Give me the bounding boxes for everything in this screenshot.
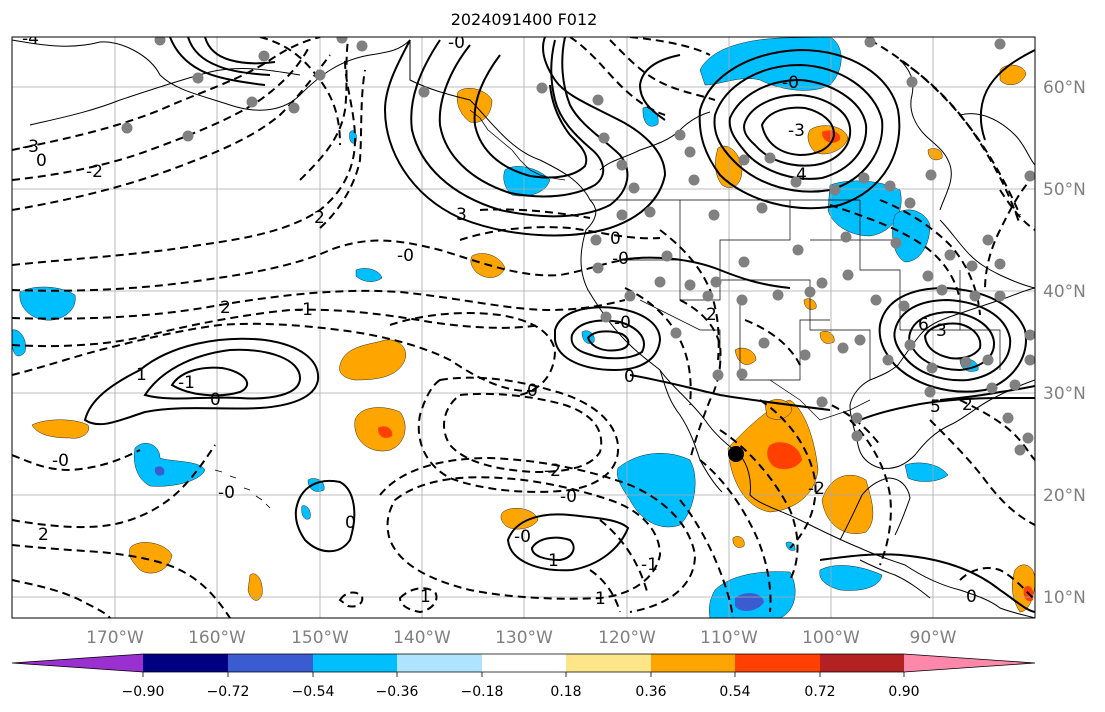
contour-label: -0: [52, 451, 69, 471]
contour-label: 2: [38, 525, 49, 545]
lon-label: 90°W: [910, 628, 957, 648]
contour-label: -0: [614, 313, 631, 333]
lon-label: 120°W: [598, 628, 656, 648]
map-title: 2024091400 F012: [450, 10, 598, 29]
lon-label: 100°W: [802, 628, 860, 648]
colorbar-tick-label: 0.54: [719, 684, 750, 700]
contour-label: -4: [22, 29, 39, 49]
contour-label: -0: [448, 33, 465, 53]
contour-label: 0: [624, 367, 635, 387]
contour-label: 0: [966, 587, 977, 607]
contour-label: 3: [936, 321, 947, 341]
lon-label: 160°W: [188, 628, 246, 648]
contour-label: 0: [345, 513, 356, 533]
contour-label: -2: [86, 162, 103, 182]
colorbar-segment: [397, 654, 482, 672]
contour-label: 5: [930, 397, 941, 417]
colorbar-tick-label: −0.36: [376, 684, 419, 700]
contour-label: 2: [962, 395, 973, 415]
contour-label: -0: [218, 483, 235, 503]
contour-label: 6: [918, 315, 929, 335]
contours-solid: [83, 37, 1035, 613]
colorbar-tick-label: −0.54: [292, 684, 335, 700]
contour-label: 3: [456, 205, 467, 225]
contour-label: 2: [220, 298, 231, 318]
lat-label: 20°N: [1043, 486, 1086, 506]
colorbar-tick-label: −0.90: [122, 684, 165, 700]
contour-labels: -4 -3 0 -2 2 -1 -0 1 -1 0 2 -0 0 1 -0 -1…: [22, 29, 977, 609]
contour-label: 2: [314, 208, 325, 228]
colorbar-extend-low: [12, 654, 143, 672]
lat-label: 30°N: [1043, 384, 1086, 404]
lat-label: 50°N: [1043, 180, 1086, 200]
colorbar-tick-label: 0.72: [804, 684, 835, 700]
latitude-labels: 60°N 50°N 40°N 30°N 20°N 10°N: [1043, 78, 1086, 608]
contour-label: 1: [548, 551, 559, 571]
contour-label: -1: [296, 300, 313, 320]
colorbar-segment: [651, 654, 735, 672]
lat-label: 10°N: [1043, 588, 1086, 608]
contours-dashed: [12, 37, 1035, 618]
contour-label: -0: [612, 249, 629, 269]
contour-label: -3: [788, 121, 805, 141]
contour-label: 0: [36, 151, 47, 171]
contour-label: -2: [544, 461, 561, 481]
colorbar-tick-label: 0.90: [888, 684, 919, 700]
colorbar-segment: [313, 654, 397, 672]
contour-label: -0: [514, 527, 531, 547]
colorbar-segment: [566, 654, 651, 672]
shading-positive: [31, 64, 1035, 613]
colorbar-segment: [735, 654, 820, 672]
contour-label: -0: [560, 487, 577, 507]
station-dots: [121, 37, 1035, 462]
contour-label: 4: [796, 165, 807, 185]
contour-label: -0: [782, 73, 799, 93]
colorbar-tick-label: −0.72: [207, 684, 250, 700]
contour-label: 0: [210, 390, 221, 410]
contour-label: 1: [420, 587, 431, 607]
lat-label: 40°N: [1043, 282, 1086, 302]
contour-label: 0: [610, 229, 621, 249]
contour-label: 1: [595, 589, 606, 609]
contour-label: -2: [808, 479, 825, 499]
colorbar-segment: [228, 654, 313, 672]
colorbar-tick-label: 0.36: [635, 684, 666, 700]
islands: [214, 109, 566, 509]
colorbar-segment: [143, 654, 228, 672]
lon-label: 110°W: [700, 628, 758, 648]
lon-label: 140°W: [393, 628, 451, 648]
lon-label: 150°W: [291, 628, 349, 648]
colorbar-segment: [482, 654, 566, 672]
longitude-labels: 170°W 160°W 150°W 140°W 130°W 120°W 110°…: [86, 628, 957, 648]
colorbar-tick-label: −0.18: [461, 684, 504, 700]
lat-label: 60°N: [1043, 78, 1086, 98]
colorbar-segment: [820, 654, 904, 672]
colorbar: −0.90 −0.72 −0.54 −0.36 −0.18 0.18 0.36 …: [11, 653, 1036, 700]
lon-label: 170°W: [86, 628, 144, 648]
contour-label: -0: [397, 246, 414, 266]
contour-label: -1: [641, 555, 658, 575]
colorbar-extend-high: [904, 654, 1035, 672]
lon-label: 130°W: [495, 628, 553, 648]
contour-label: 1: [136, 365, 147, 385]
map-frame: [11, 36, 1036, 619]
contour-label: 0: [527, 381, 538, 401]
colorbar-tick-label: 0.18: [550, 684, 581, 700]
contour-label: 2: [706, 305, 717, 325]
contour-label: -1: [178, 373, 195, 393]
contour-label: -3: [22, 137, 39, 157]
